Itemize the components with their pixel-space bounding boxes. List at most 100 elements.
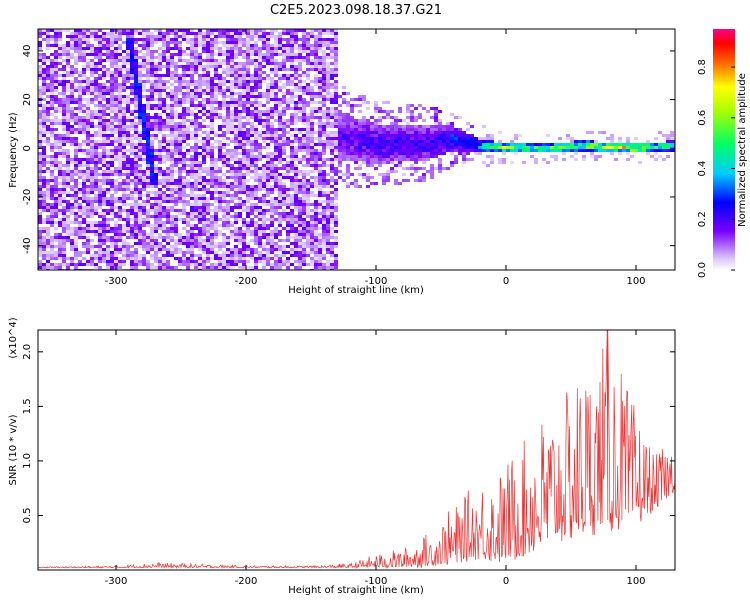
- spectrogram-cell: [210, 38, 214, 41]
- spectrogram-cell: [274, 209, 278, 212]
- spectrogram-cell: [198, 173, 202, 176]
- spectrogram-cell: [118, 209, 122, 212]
- spectrogram-cell: [322, 116, 326, 119]
- spectrogram-cell: [150, 116, 154, 119]
- spectrogram-cell: [306, 122, 310, 125]
- spectrogram-cell: [322, 161, 326, 164]
- spectrogram-cell: [74, 107, 78, 110]
- spectrogram-cell: [122, 239, 126, 242]
- spectrogram-cell: [62, 53, 66, 56]
- spectrogram-cell: [278, 155, 282, 158]
- spectrogram-cell: [258, 59, 262, 62]
- spectrogram-cell: [106, 263, 110, 266]
- spectrogram-cell: [110, 245, 114, 248]
- spectrogram-cell: [82, 179, 86, 182]
- spectrogram-cell: [54, 62, 58, 65]
- spectrogram-cell: [326, 143, 330, 146]
- spectrogram-cell: [318, 260, 322, 263]
- spectrogram-cell: [222, 215, 226, 218]
- spectrogram-cell: [78, 173, 82, 176]
- spectrogram-cell: [286, 197, 290, 200]
- spectrogram-cell: [158, 206, 162, 209]
- spectrogram-cell: [322, 170, 326, 173]
- spectrogram-cell: [218, 230, 222, 233]
- spectrogram-cell: [294, 203, 298, 206]
- spectrogram-cell: [222, 68, 226, 71]
- spectrogram-cell: [126, 149, 130, 152]
- spectrogram-cell: [250, 155, 254, 158]
- spectrogram-cell: [214, 74, 218, 77]
- spectrogram-cell: [266, 227, 270, 230]
- spectrogram-cell: [50, 89, 54, 92]
- spectrogram-cell: [270, 221, 274, 224]
- spectrogram-cell: [238, 143, 242, 146]
- spectrogram-cell: [330, 68, 334, 71]
- spectrogram-cell: [194, 245, 198, 248]
- spectrogram-cell: [162, 56, 166, 59]
- spectrogram-cell: [102, 125, 106, 128]
- spectrogram-cell: [322, 140, 326, 143]
- spectrogram-cell: [226, 80, 230, 83]
- spectrogram-cell: [286, 53, 290, 56]
- spectrogram-cell: [162, 35, 166, 38]
- spectrogram-cell: [138, 74, 142, 77]
- spectrogram-cell: [158, 104, 162, 107]
- spectrogram-cell: [246, 230, 250, 233]
- spectrogram-cell: [114, 221, 118, 224]
- spectrogram-cell: [146, 209, 150, 212]
- spectrogram-cell: [50, 179, 54, 182]
- spectrogram-cell: [170, 143, 174, 146]
- spectrogram-cell: [194, 89, 198, 92]
- spectrogram-cell: [266, 134, 270, 137]
- spectrogram-cell: [78, 233, 82, 236]
- spectrogram-cell: [130, 260, 134, 263]
- spectrogram-cell: [58, 47, 62, 50]
- spectrogram-cell: [142, 230, 146, 233]
- spectrogram-cell: [222, 227, 226, 230]
- spectrogram-cell: [222, 134, 226, 137]
- spectrogram-cell: [62, 29, 66, 32]
- spectrogram-cell: [306, 251, 310, 254]
- spectrogram-cell: [314, 263, 318, 266]
- spectrogram-cell: [266, 242, 270, 245]
- spectrogram-cell: [150, 158, 154, 161]
- spectrogram-cell: [138, 137, 142, 140]
- spectrogram-cell: [222, 32, 226, 35]
- spectrogram-cell: [126, 203, 130, 206]
- spectrogram-cell: [234, 263, 238, 266]
- spectrogram-cell: [54, 38, 58, 41]
- spectrogram-cell: [286, 56, 290, 59]
- spectrogram-cell: [42, 92, 46, 95]
- spectrogram-cell: [190, 227, 194, 230]
- spectrogram-cell: [314, 245, 318, 248]
- spectrogram-cell: [86, 29, 90, 32]
- spectrogram-cell: [130, 35, 134, 38]
- spectrogram-cell: [298, 218, 302, 221]
- spectrogram-cell: [266, 263, 270, 266]
- spectrogram-cell: [186, 236, 190, 239]
- spectrogram-cell: [230, 101, 234, 104]
- spectrogram-cell: [154, 68, 158, 71]
- spectrogram-cell: [174, 80, 178, 83]
- spectrogram-cell: [334, 266, 338, 269]
- spectrogram-cell: [50, 203, 54, 206]
- spectrogram-cell: [166, 122, 170, 125]
- spectrogram-cell: [198, 227, 202, 230]
- spectrogram-cell: [162, 137, 166, 140]
- spectrogram-cell: [214, 212, 218, 215]
- spectrogram-cell: [122, 113, 126, 116]
- spectrogram-cell: [310, 107, 314, 110]
- spectrogram-cell: [110, 194, 114, 197]
- spectrogram-cell: [42, 38, 46, 41]
- spectrogram-cell: [254, 62, 258, 65]
- spectrogram-cell: [78, 143, 82, 146]
- spectrogram-cell: [238, 161, 242, 164]
- spectrogram-cell: [302, 71, 306, 74]
- spectrogram-cell: [226, 116, 230, 119]
- spectrogram-cell: [114, 50, 118, 53]
- spectrogram-cell: [194, 200, 198, 203]
- spectrogram-cell: [206, 29, 210, 32]
- spectrogram-cell: [66, 113, 70, 116]
- spectrogram-cell: [146, 161, 150, 164]
- spectrogram-cell: [162, 83, 166, 86]
